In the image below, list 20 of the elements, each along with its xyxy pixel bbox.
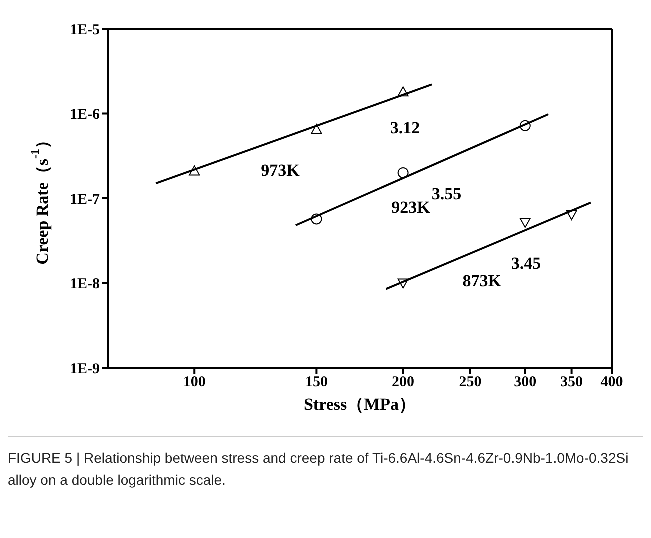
caption: FIGURE 5 | Relationship between stress and creep rate of Ti-6.6Al-4.6Sn-4.6Zr-0.9Nb-1.0Mo-0.32Si alloy on a double logarithmic scale. <box>8 449 630 490</box>
y-tick-label: 1E-8 <box>70 276 100 293</box>
series-label: 923K <box>392 198 432 218</box>
annotation: 3.12 <box>390 118 420 138</box>
y-tick-label: 1E-7 <box>70 192 100 208</box>
x-tick-label: 350 <box>560 374 584 391</box>
x-tick-label: 400 <box>600 374 624 391</box>
y-tick-label: 1E-5 <box>70 22 100 38</box>
x-tick-label: 300 <box>514 374 537 391</box>
x-tick-label: 200 <box>392 374 415 391</box>
y-tick-label: 1E-9 <box>70 361 100 378</box>
series-label: 873K <box>462 272 502 291</box>
x-tick-label: 250 <box>459 374 482 391</box>
annotation: 3.45 <box>511 254 542 274</box>
y-tick-label: 1E-6 <box>70 107 100 124</box>
series-label: 973K <box>261 161 301 180</box>
x-tick-label: 150 <box>305 374 328 391</box>
x-axis-title: Stress（MPa） <box>304 395 416 414</box>
x-tick-label: 100 <box>183 374 206 391</box>
annotation: 3.55 <box>432 184 462 204</box>
